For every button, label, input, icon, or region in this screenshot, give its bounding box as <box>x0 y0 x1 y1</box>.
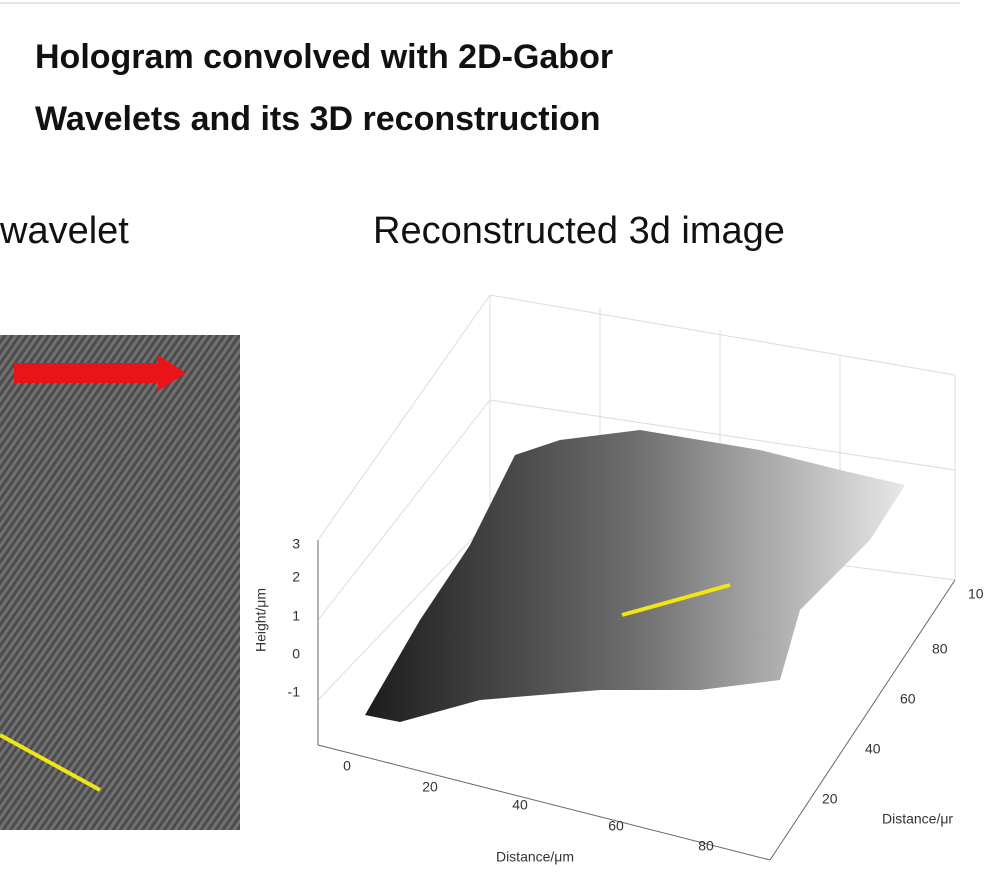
x-tick-label: 20 <box>422 779 438 795</box>
x-tick-label: 80 <box>698 838 714 854</box>
z-tick-label: 2 <box>292 569 300 585</box>
z-tick-label: 1 <box>292 608 300 624</box>
hologram-image <box>0 335 240 830</box>
y-tick-label: 10 <box>968 586 984 602</box>
y-tick-label: 80 <box>932 641 948 657</box>
caption: wavelet <box>0 210 129 252</box>
y-axis-label: Distance/μr <box>882 811 953 827</box>
y-tick-label: 40 <box>865 741 881 757</box>
y-tick-label: 60 <box>900 691 916 707</box>
title-line: Hologram convolved with 2D-Gabor <box>35 38 614 76</box>
caption: Reconstructed 3d image <box>373 210 785 252</box>
z-tick-label: 0 <box>292 646 300 662</box>
y-tick-label: 20 <box>822 791 838 807</box>
title-line: Wavelets and its 3D reconstruction <box>35 100 601 138</box>
z-tick-label: -1 <box>288 684 301 700</box>
marker-line <box>621 583 731 617</box>
x-tick-label: 0 <box>343 758 351 774</box>
z-tick-label: 3 <box>292 536 300 552</box>
x-tick-label: 40 <box>512 797 528 813</box>
surface <box>365 430 905 722</box>
x-axis-label: Distance/μm <box>496 849 574 865</box>
top-rule <box>0 2 960 4</box>
z-axis-label: Height/μm <box>253 588 269 652</box>
x-tick-label: 60 <box>608 818 624 834</box>
